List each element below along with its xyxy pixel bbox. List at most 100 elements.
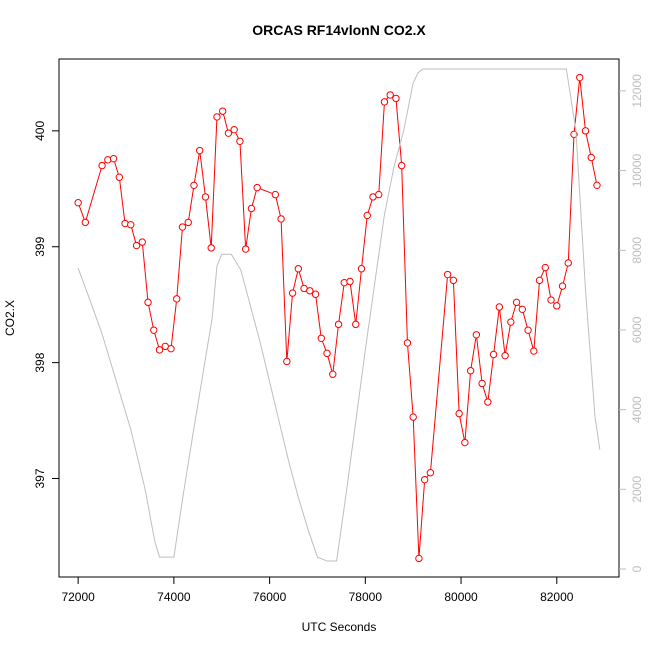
co2-data-point (507, 318, 515, 326)
co2-data-point (201, 193, 210, 201)
co2-data-point (380, 98, 389, 106)
co2-data-point (553, 302, 561, 310)
x-tick-label: 72000 (61, 590, 95, 604)
x-tick-label: 82000 (540, 590, 574, 604)
y2-tick-label: 6000 (630, 316, 644, 343)
co2-data-point (306, 287, 314, 295)
co2-data-point (150, 326, 158, 334)
co2-data-point (346, 277, 354, 286)
co2-data-point (518, 305, 527, 314)
co2-data-point (334, 320, 343, 329)
series-layer (74, 68, 601, 563)
co2-data-point (138, 238, 146, 246)
co2-data-point (558, 282, 567, 290)
co2-data-point (213, 113, 221, 121)
co2-data-point (363, 211, 371, 220)
co2-data-point (247, 204, 256, 213)
y2-tick-label: 4000 (630, 396, 644, 423)
co2-data-point (461, 438, 469, 447)
co2-data-point (283, 357, 291, 366)
axes-layer: 72000 74000 76000 78000 80000 820003973983994… (33, 74, 644, 604)
co2-data-point (81, 218, 90, 227)
co2-data-point (484, 398, 492, 406)
co2-data-point (115, 173, 124, 181)
co2-data-point (109, 154, 118, 163)
y-tick-label: 400 (33, 121, 47, 141)
co2-data-point (541, 263, 549, 272)
co2-data-point (271, 190, 280, 199)
co2-data-point (178, 223, 187, 231)
co2-data-point (392, 94, 400, 103)
co2-data-point (564, 259, 572, 267)
y2-tick-label: 2000 (630, 476, 644, 503)
co2-data-point (224, 129, 233, 137)
co2-data-point (466, 367, 475, 375)
co2-data-point (127, 221, 135, 229)
x-tick-label: 80000 (444, 590, 478, 604)
co2-data-point (288, 289, 297, 297)
co2-data-point (512, 298, 521, 307)
co2-data-point (167, 345, 175, 353)
co2-data-point (472, 331, 481, 339)
x-axis-label: UTC Seconds (302, 620, 377, 634)
chart-title: ORCAS RF14vlonN CO2.X (252, 22, 426, 38)
co2-data-point (403, 339, 412, 347)
co2-data-point (253, 183, 261, 192)
co2-data-point (535, 276, 544, 285)
co2-data-point (190, 181, 198, 190)
co2-data-point (426, 469, 435, 477)
co2-series-line (77, 77, 598, 559)
co2-data-point (449, 276, 458, 285)
co2-data-point (455, 409, 463, 418)
co2-data-point (155, 346, 164, 354)
x-tick-label: 74000 (157, 590, 191, 604)
co2-data-point (230, 125, 238, 134)
y-tick-label: 398 (33, 352, 47, 372)
y-axis-label: CO2.X (3, 300, 17, 336)
co2-data-point (530, 347, 538, 355)
co2-data-point (398, 161, 406, 170)
co2-data-point (241, 245, 250, 253)
co2-data-point (495, 303, 504, 311)
co2-data-point (277, 215, 285, 223)
co2-data-point (501, 351, 509, 360)
x-tick-label: 78000 (349, 590, 383, 604)
co2-data-point (524, 326, 532, 334)
co2-data-point (581, 127, 590, 135)
y-tick-label: 399 (33, 236, 47, 256)
co2-data-point (420, 475, 429, 484)
co2-data-point (576, 73, 584, 82)
co2-data-point (547, 296, 555, 304)
co2-data-point (196, 146, 204, 155)
co2-data-point (409, 413, 417, 421)
co2-data-point (386, 91, 394, 99)
co2-data-point (218, 107, 227, 115)
y-tick-label: 397 (33, 468, 47, 488)
co2-data-point (489, 350, 498, 359)
co2-data-point (207, 244, 215, 252)
y2-tick-label: 10000 (630, 154, 644, 188)
co2-data-point (173, 295, 181, 303)
x-tick-label: 76000 (253, 590, 287, 604)
plot-frame (58, 58, 620, 578)
co2-data-point (323, 349, 331, 358)
y2-tick-label: 12000 (630, 74, 644, 108)
co2-data-point (74, 199, 82, 207)
y2-tick-label: 8000 (630, 237, 644, 264)
co2-data-point (415, 554, 423, 563)
secondary-series-line (77, 68, 601, 562)
co2-data-point (587, 153, 595, 162)
co2-data-point (184, 218, 192, 227)
co2-data-point (294, 265, 303, 273)
y2-tick-label: 0 (630, 565, 644, 572)
co2-data-point (317, 334, 325, 342)
co2-data-point (144, 298, 152, 307)
co2-data-point (236, 137, 244, 145)
co2-data-point (375, 190, 383, 199)
co2-data-point (478, 379, 486, 388)
co2-data-point (593, 181, 601, 190)
co2-data-point (352, 320, 360, 329)
co2-data-point (357, 265, 366, 273)
